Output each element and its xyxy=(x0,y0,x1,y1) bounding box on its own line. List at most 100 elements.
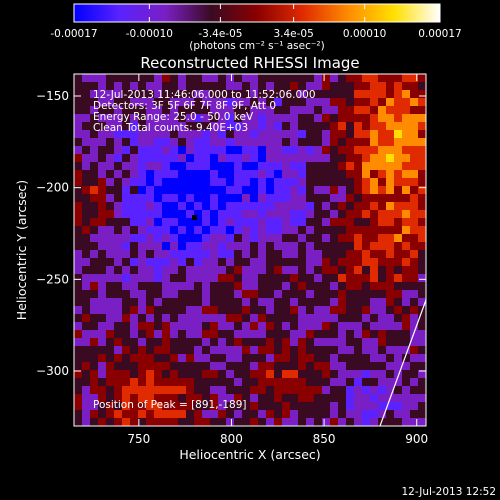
heatmap-cell xyxy=(82,378,91,387)
heatmap-cell xyxy=(290,282,299,291)
heatmap-cell xyxy=(266,122,275,131)
heatmap-cell xyxy=(378,114,387,123)
heatmap-cell xyxy=(322,82,331,91)
heatmap-cell xyxy=(154,362,163,371)
heatmap-cell xyxy=(106,98,115,107)
heatmap-cell xyxy=(114,218,123,227)
heatmap-cell xyxy=(234,98,243,107)
heatmap-cell xyxy=(90,74,99,83)
heatmap-cell xyxy=(146,322,155,331)
heatmap-cell xyxy=(130,146,139,155)
heatmap-cell xyxy=(202,154,211,163)
heatmap-cell xyxy=(114,194,123,203)
heatmap-cell xyxy=(234,306,243,315)
heatmap-cell xyxy=(290,186,299,195)
heatmap-cell xyxy=(354,370,363,379)
heatmap-cell xyxy=(362,346,371,355)
heatmap-cell xyxy=(306,162,315,171)
heatmap-cell xyxy=(346,274,355,283)
heatmap-cell xyxy=(274,130,283,139)
heatmap-cell xyxy=(282,146,291,155)
heatmap-cell xyxy=(322,394,331,403)
heatmap-cell xyxy=(394,202,403,211)
heatmap-cell xyxy=(266,346,275,355)
heatmap-cell xyxy=(338,106,347,115)
heatmap-cell xyxy=(370,162,379,171)
heatmap-cell xyxy=(226,282,235,291)
heatmap-cell xyxy=(250,394,259,403)
heatmap-cell xyxy=(250,410,259,419)
heatmap-cell xyxy=(234,370,243,379)
heatmap-cell xyxy=(210,322,219,331)
heatmap-cell xyxy=(274,250,283,259)
heatmap-cell xyxy=(338,186,347,195)
heatmap-cell xyxy=(402,258,411,267)
heatmap-cell xyxy=(106,282,115,291)
heatmap-cell xyxy=(290,370,299,379)
heatmap-cell xyxy=(354,202,363,211)
heatmap-cell xyxy=(130,162,139,171)
heatmap-cell xyxy=(82,282,91,291)
heatmap-cell xyxy=(402,170,411,179)
heatmap-cell xyxy=(82,362,91,371)
heatmap-cell xyxy=(410,338,419,347)
heatmap-cell xyxy=(290,218,299,227)
heatmap-cell xyxy=(394,386,403,395)
heatmap-cell xyxy=(402,186,411,195)
heatmap-cell xyxy=(170,162,179,171)
heatmap-cell xyxy=(386,282,395,291)
heatmap-cell xyxy=(82,122,91,131)
colorbar-tick-label: -0.00017 xyxy=(50,28,97,40)
heatmap-cell xyxy=(82,338,91,347)
heatmap-cell xyxy=(202,218,211,227)
heatmap-cell xyxy=(394,130,403,139)
heatmap-cell xyxy=(122,306,131,315)
heatmap-cell xyxy=(194,418,203,426)
heatmap-cell xyxy=(154,74,163,83)
heatmap-cell xyxy=(354,346,363,355)
heatmap-cell xyxy=(322,210,331,219)
heatmap-cell xyxy=(290,394,299,403)
heatmap-cell xyxy=(298,82,307,91)
heatmap-cell xyxy=(170,138,179,147)
heatmap-cell xyxy=(418,186,426,195)
heatmap-cell xyxy=(210,146,219,155)
heatmap-cell xyxy=(170,378,179,387)
heatmap-cell xyxy=(226,274,235,283)
heatmap-cell xyxy=(146,138,155,147)
heatmap-cell xyxy=(114,314,123,323)
heatmap-cell xyxy=(170,418,179,426)
heatmap-cell xyxy=(138,74,147,83)
heatmap-cell xyxy=(114,90,123,99)
heatmap-cell xyxy=(186,218,195,227)
heatmap-cell xyxy=(306,338,315,347)
heatmap-cell xyxy=(330,298,339,307)
heatmap-cell xyxy=(218,322,227,331)
heatmap-cell xyxy=(202,354,211,363)
heatmap-cell xyxy=(290,274,299,283)
heatmap-cell xyxy=(386,122,395,131)
heatmap-cell xyxy=(258,122,267,131)
heatmap-cell xyxy=(170,146,179,155)
heatmap-cell xyxy=(82,146,91,155)
heatmap-cell xyxy=(266,194,275,203)
heatmap-cell xyxy=(218,162,227,171)
heatmap-cell xyxy=(210,170,219,179)
heatmap-cell xyxy=(242,322,251,331)
heatmap-cell xyxy=(186,122,195,131)
heatmap-cell xyxy=(82,314,91,323)
heatmap-cell xyxy=(194,74,203,83)
heatmap-cell xyxy=(250,210,259,219)
heatmap-cell xyxy=(298,170,307,179)
heatmap-cell xyxy=(338,74,347,83)
heatmap-cell xyxy=(266,218,275,227)
heatmap-cell xyxy=(146,258,155,267)
heatmap-cell xyxy=(250,146,259,155)
heatmap-cell xyxy=(90,258,99,267)
heatmap-cell xyxy=(122,418,131,426)
heatmap-cell xyxy=(258,226,267,235)
heatmap-cell xyxy=(122,250,131,259)
heatmap-cell xyxy=(98,274,107,283)
heatmap-cell xyxy=(314,178,323,187)
